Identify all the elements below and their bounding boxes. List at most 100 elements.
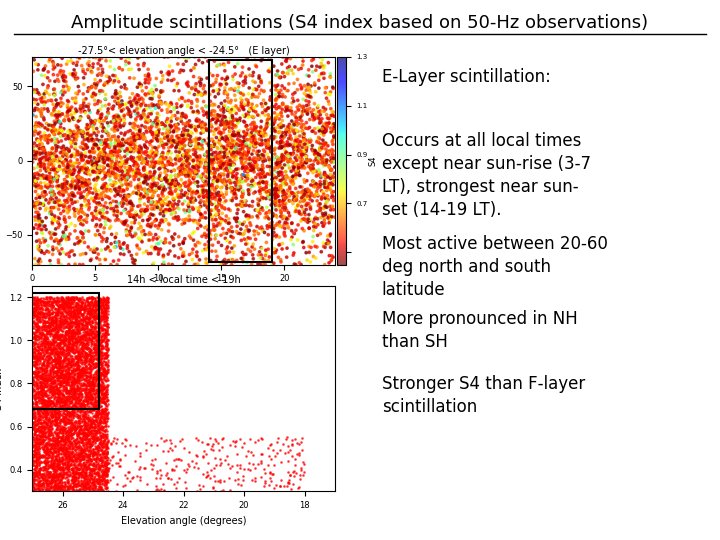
Point — [65, 438, 76, 447]
Point — [71, 458, 82, 467]
Point — [28, 417, 40, 426]
Point — [191, 134, 202, 143]
Point — [81, 482, 92, 490]
Point — [60, 73, 71, 82]
Point — [84, 372, 95, 380]
Point — [117, 195, 129, 204]
Point — [40, 332, 51, 341]
Point — [66, 397, 77, 406]
Point — [191, 204, 202, 212]
Point — [36, 112, 48, 120]
Point — [79, 321, 91, 329]
Point — [90, 389, 102, 397]
Point — [36, 248, 48, 256]
Point — [190, 139, 202, 148]
Point — [32, 309, 43, 318]
Point — [325, 72, 336, 81]
Point — [205, 256, 217, 265]
Point — [97, 370, 109, 379]
Point — [42, 311, 54, 320]
Point — [256, 449, 268, 458]
Point — [238, 163, 249, 172]
Point — [61, 316, 73, 325]
Point — [84, 408, 96, 417]
Point — [78, 472, 90, 481]
Point — [55, 442, 67, 451]
Point — [86, 308, 98, 316]
Point — [230, 152, 242, 161]
Point — [295, 113, 307, 122]
Point — [89, 432, 100, 441]
Point — [312, 158, 324, 166]
Point — [120, 147, 131, 156]
Point — [40, 423, 51, 431]
Point — [29, 334, 40, 342]
Point — [308, 222, 320, 231]
Point — [228, 148, 240, 157]
Point — [44, 407, 55, 416]
Point — [280, 107, 292, 116]
Point — [241, 239, 253, 248]
Point — [318, 216, 330, 225]
Point — [68, 477, 79, 486]
Point — [177, 142, 189, 151]
Point — [35, 225, 47, 234]
Point — [51, 350, 63, 359]
Point — [309, 150, 320, 159]
Point — [58, 435, 69, 444]
Point — [168, 179, 180, 188]
Point — [55, 434, 67, 442]
Point — [78, 406, 89, 414]
Point — [33, 467, 45, 475]
Point — [95, 475, 107, 484]
Point — [60, 447, 72, 456]
Point — [49, 77, 60, 86]
Point — [202, 108, 213, 117]
Point — [127, 172, 139, 181]
Point — [53, 368, 64, 376]
Point — [52, 334, 63, 343]
Point — [76, 347, 87, 356]
Point — [29, 333, 40, 341]
Point — [316, 126, 328, 135]
Point — [53, 428, 65, 436]
Point — [56, 296, 68, 305]
Point — [40, 221, 51, 230]
Point — [147, 143, 158, 152]
Point — [86, 384, 97, 393]
Point — [71, 313, 83, 321]
Point — [105, 260, 117, 269]
Point — [37, 484, 48, 493]
Point — [100, 353, 112, 362]
Point — [96, 465, 108, 474]
Point — [45, 445, 56, 454]
Point — [94, 369, 106, 378]
Point — [33, 477, 45, 485]
Point — [227, 136, 238, 145]
Point — [55, 485, 67, 494]
Point — [186, 168, 198, 177]
Point — [211, 231, 222, 239]
Point — [40, 463, 52, 472]
Point — [86, 466, 98, 475]
Point — [57, 386, 68, 394]
Point — [94, 260, 106, 269]
Point — [306, 56, 318, 65]
Point — [42, 369, 54, 377]
Point — [125, 203, 137, 212]
Point — [29, 305, 40, 313]
Point — [48, 302, 59, 310]
Point — [31, 340, 42, 348]
Point — [67, 313, 78, 322]
Point — [86, 385, 97, 394]
Point — [58, 188, 70, 197]
Point — [78, 461, 90, 470]
Point — [58, 426, 70, 435]
Point — [315, 107, 326, 116]
Point — [54, 364, 66, 373]
Point — [192, 166, 204, 175]
Point — [68, 428, 79, 436]
Point — [89, 448, 101, 457]
Point — [42, 409, 53, 417]
Point — [140, 71, 151, 80]
